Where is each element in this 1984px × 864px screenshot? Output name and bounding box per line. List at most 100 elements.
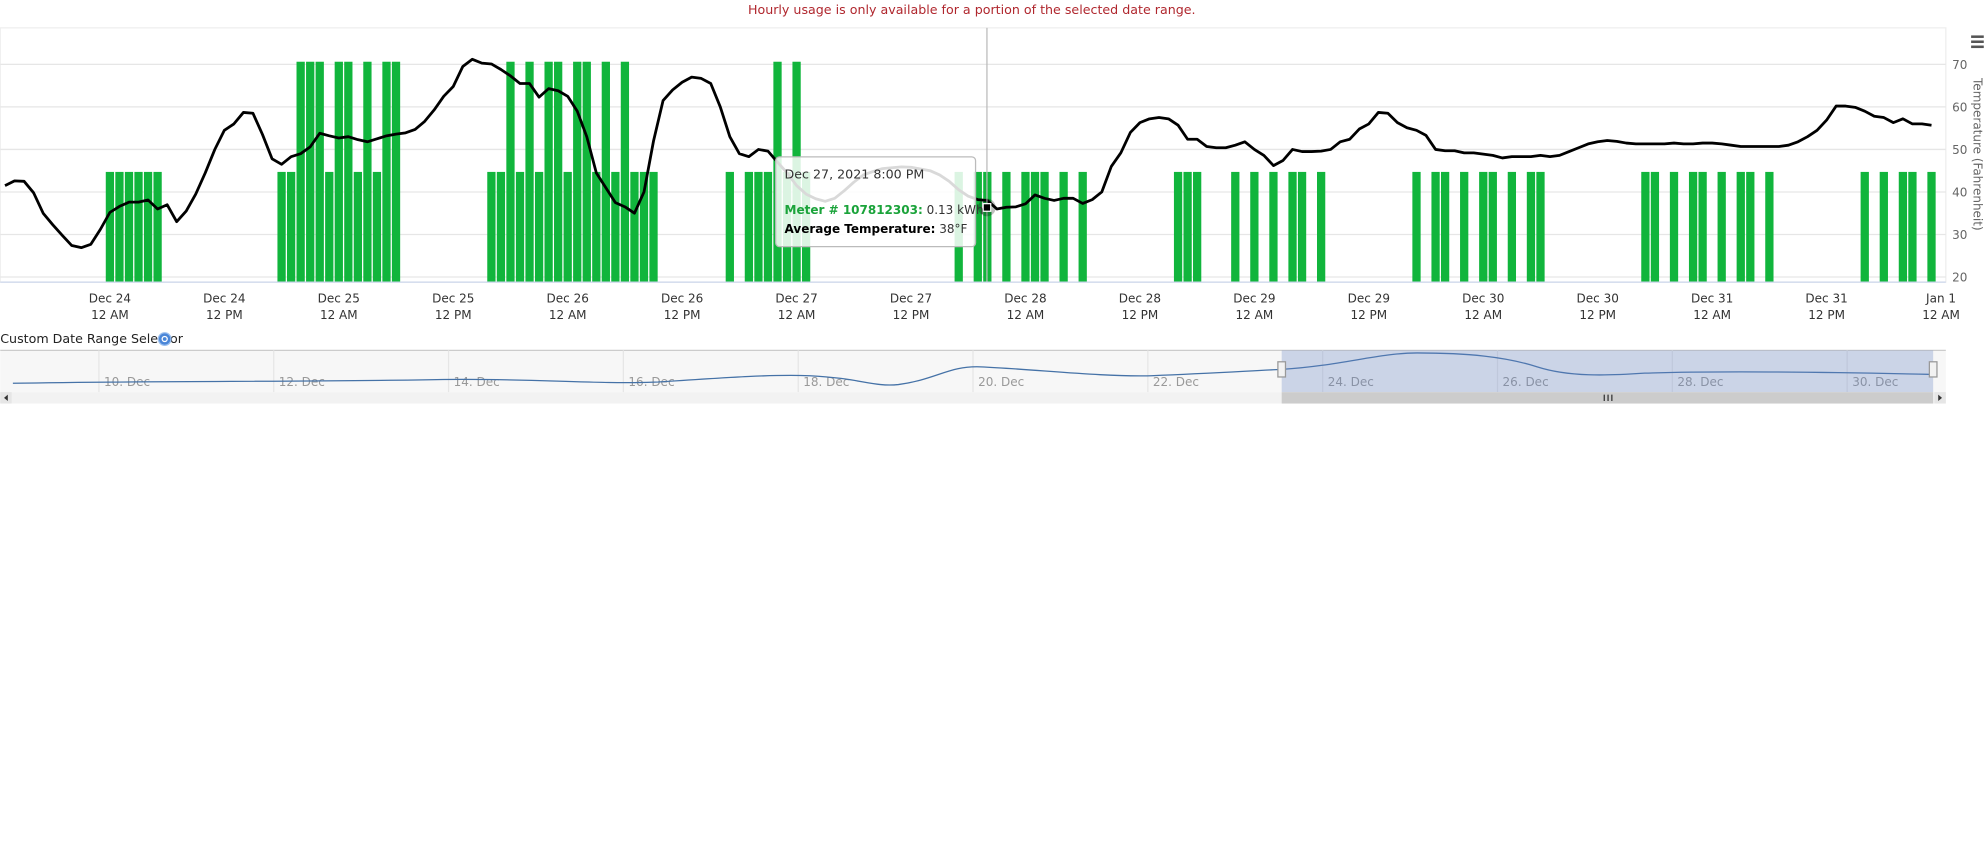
tooltip-value: 38°F — [939, 222, 967, 236]
x-tick-label: Dec 28 12 AM — [1004, 291, 1046, 321]
bar — [1698, 171, 1707, 283]
bar — [1231, 171, 1240, 283]
bar — [1536, 171, 1545, 283]
navigator-label: 24. Dec — [1328, 375, 1374, 389]
tooltip-row: Average Temperature: 38°F — [785, 222, 968, 236]
bar — [306, 61, 315, 283]
x-tick-label: Dec 27 12 PM — [890, 291, 932, 321]
bar — [1021, 171, 1030, 283]
bar — [1717, 171, 1726, 283]
bar — [1173, 171, 1183, 283]
bar — [554, 61, 563, 283]
bar — [592, 171, 601, 283]
bar — [1316, 171, 1326, 283]
navigator-label: 28. Dec — [1677, 375, 1723, 389]
bar — [325, 171, 334, 283]
x-tick-label: Dec 28 12 PM — [1119, 291, 1161, 321]
navigator-handle[interactable] — [1928, 361, 1938, 378]
bar — [630, 171, 639, 283]
navigator-selection[interactable] — [1281, 350, 1934, 393]
tooltip-date: Dec 27, 2021 8:00 PM — [785, 166, 925, 181]
navigator-label: 14. Dec — [454, 375, 500, 389]
y2-tick-label: 60 — [1952, 100, 1967, 114]
bar — [525, 61, 534, 283]
bar — [1879, 171, 1888, 283]
bar — [1479, 171, 1488, 283]
bar — [725, 171, 734, 283]
bar — [1183, 171, 1192, 283]
bar — [1650, 171, 1660, 283]
scrollbar-track — [0, 392, 1946, 404]
y2-tick-label: 40 — [1952, 185, 1967, 199]
x-tick-label: Dec 31 12 AM — [1691, 291, 1733, 321]
navigator-label: 30. Dec — [1852, 375, 1898, 389]
x-tick-label: Dec 29 12 PM — [1348, 291, 1390, 321]
bar — [1193, 171, 1202, 283]
bar — [296, 61, 305, 283]
tooltip-row: Meter # 107812303: 0.13 kWh — [785, 203, 984, 217]
x-tick-label: Dec 30 12 AM — [1462, 291, 1504, 321]
bar — [124, 171, 134, 283]
bar — [582, 61, 591, 283]
y2-axis-title: Temperature (Fahrenheit) — [1971, 77, 1984, 231]
bar — [286, 171, 296, 283]
bar — [515, 171, 525, 283]
bar — [134, 171, 143, 283]
bar — [1765, 171, 1774, 283]
notice: Hourly usage is only available for a por… — [748, 2, 1196, 17]
bar — [344, 61, 353, 283]
y2-tick-label: 70 — [1952, 58, 1967, 72]
x-tick-label: Jan 1 12 AM — [1922, 291, 1960, 321]
bar — [544, 61, 553, 283]
x-tick-label: Dec 27 12 AM — [775, 291, 817, 321]
bar — [1669, 171, 1679, 283]
x-tick-label: Dec 30 12 PM — [1577, 291, 1619, 321]
arrow — [4, 394, 8, 402]
bar — [382, 61, 391, 283]
y2-tick-label: 20 — [1952, 270, 1967, 284]
bar — [1059, 171, 1068, 283]
tooltip-box — [775, 156, 977, 248]
help-icon[interactable] — [157, 332, 172, 346]
bar — [1908, 171, 1917, 283]
bar — [1488, 171, 1497, 283]
menu-icon[interactable] — [1971, 35, 1984, 49]
bar — [1860, 171, 1869, 283]
bar — [1412, 171, 1421, 283]
bar — [744, 171, 754, 283]
bar — [334, 61, 343, 283]
bar — [639, 171, 649, 283]
bar — [649, 171, 658, 283]
tooltip-value: 0.13 kWh — [927, 203, 984, 217]
bar — [1526, 171, 1536, 283]
bar — [496, 171, 506, 283]
bar — [534, 171, 544, 283]
bar — [763, 171, 773, 283]
tooltip-label: Average Temperature: — [785, 222, 936, 236]
tooltip-label: Meter # 107812303: — [785, 203, 923, 217]
x-tick-label: Dec 31 12 PM — [1805, 291, 1847, 321]
bar — [563, 171, 572, 283]
x-tick-label: Dec 25 12 PM — [432, 291, 474, 321]
bar — [277, 171, 286, 283]
x-tick-label: Dec 25 12 AM — [318, 291, 360, 321]
bar — [1431, 171, 1440, 283]
navigator-handle[interactable] — [1277, 361, 1287, 378]
bar — [1030, 171, 1040, 283]
navigator-label: 22. Dec — [1153, 375, 1199, 389]
x-tick-label: Dec 26 12 PM — [661, 291, 703, 321]
bar — [143, 171, 153, 283]
bar — [1736, 171, 1745, 283]
bar — [506, 61, 515, 283]
x-tick-label: Dec 29 12 AM — [1233, 291, 1275, 321]
x-tick-label: Dec 24 12 PM — [203, 291, 245, 321]
y2-tick-label: 30 — [1952, 228, 1967, 242]
bar — [105, 171, 115, 283]
navigator-label: 26. Dec — [1503, 375, 1549, 389]
bar — [973, 171, 982, 283]
bar — [1507, 171, 1517, 283]
bar — [1288, 171, 1297, 283]
bar — [487, 171, 496, 283]
bar — [315, 61, 324, 283]
